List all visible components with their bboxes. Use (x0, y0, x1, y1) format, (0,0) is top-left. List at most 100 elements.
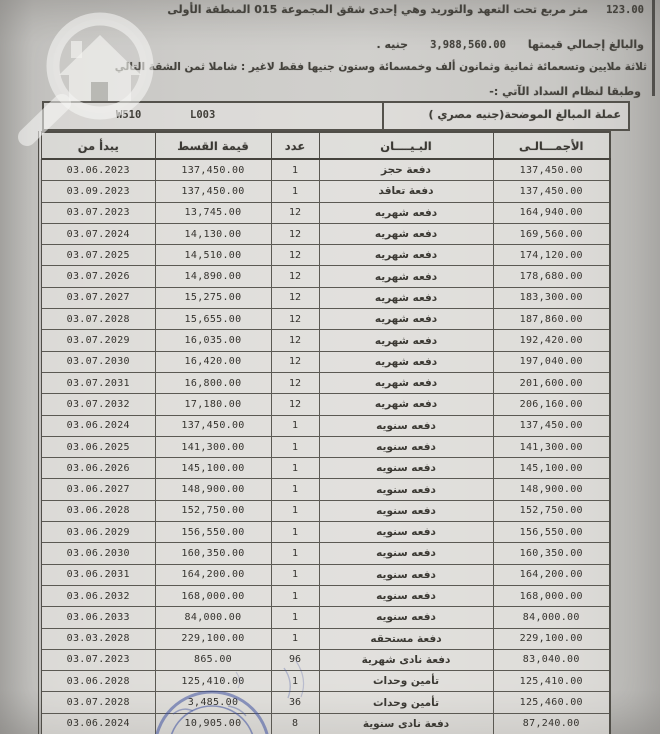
cell-amount: 156,550.00 (154, 521, 272, 544)
intro-line-total: والبالغ إجمالي قيمتها 3,988,560.00 جنيه . (376, 38, 644, 51)
schedule-row: 164,200.00 دفعه سنويه 1 164,200.00 03.06.203… (39, 563, 611, 586)
cell-desc: دفعه شهريه (318, 201, 494, 224)
cell-amount: 137,450.00 (154, 180, 272, 203)
cell-count: 1 (270, 670, 320, 693)
cell-count: 12 (270, 286, 320, 310)
cell-count: 12 (270, 350, 320, 373)
cell-total: 160,350.00 (492, 542, 611, 565)
cell-total: 156,550.00 (492, 521, 611, 544)
cell-start: 03.06.2028 (39, 499, 156, 523)
schedule-row: 84,000.00 دفعه سنويه 1 84,000.00 03.06.2033 (39, 606, 611, 629)
payment-system-line: وطبقا لنظام السداد الآتي :- (489, 85, 641, 98)
cell-desc: دفعه سنويه (318, 542, 494, 565)
cell-start: 03.03.2028 (39, 627, 156, 650)
total-prefix: والبالغ إجمالي قيمتها (527, 38, 644, 51)
cell-start: 03.07.2025 (39, 244, 156, 267)
cell-start: 03.07.2026 (39, 265, 156, 288)
cell-total: 174,120.00 (492, 244, 611, 267)
schedule-row: 229,100.00 دفعة مستحقه 1 229,100.00 03.03.20… (39, 627, 611, 650)
cell-desc: دفعه شهريه (318, 222, 494, 246)
schedule-row: 125,460.00 تأمين وحدات 36 3,485.00 03.07.202… (39, 691, 611, 714)
cell-desc: دفعه سنويه (318, 457, 494, 480)
cell-amount: 13,745.00 (154, 201, 272, 224)
cell-amount: 84,000.00 (154, 606, 272, 629)
cell-amount: 15,275.00 (154, 286, 272, 310)
total-suffix: جنيه . (376, 38, 409, 51)
schedule-row: 168,000.00 دفعه سنويه 1 168,000.00 03.06.203… (39, 584, 611, 608)
amount-in-words-line: ثلاثة ملايين وتسعمائة ثمانية وثمانون ألف… (114, 61, 647, 73)
cell-desc: دفعه شهريه (318, 393, 494, 416)
cell-amount: 16,035.00 (154, 329, 272, 352)
cell-count: 1 (270, 158, 320, 182)
cell-amount: 16,800.00 (154, 371, 272, 395)
schedule-row: 187,860.00 دفعه شهريه 12 15,655.00 03.07.202… (39, 308, 611, 331)
cell-count: 1 (270, 478, 320, 501)
schedule-row: 206,160.00 دفعه شهريه 12 17,180.00 03.07.203… (39, 393, 611, 416)
cell-total: 183,300.00 (492, 286, 611, 310)
cell-amount: 10,905.00 (154, 712, 272, 734)
cell-count: 1 (270, 414, 320, 437)
schedule-row: 137,450.00 دفعة حجز 1 137,450.00 03.06.2023 (39, 158, 611, 182)
cell-amount: 148,900.00 (154, 478, 272, 501)
cell-start: 03.09.2023 (39, 180, 156, 203)
cell-count: 12 (270, 244, 320, 267)
unit-code-w: W510 (116, 109, 142, 121)
cell-total: 137,450.00 (492, 180, 611, 203)
cell-count: 1 (270, 584, 320, 608)
cell-total: 164,200.00 (492, 563, 611, 586)
schedule-row: 145,100.00 دفعه سنويه 1 145,100.00 03.06.202… (39, 457, 611, 480)
schedule-row: 164,940.00 دفعه شهريه 12 13,745.00 03.07.202… (39, 201, 611, 224)
unit-code-l: L003 (190, 109, 216, 121)
cell-count: 12 (270, 308, 320, 331)
col-header-start: يبدأ من (39, 131, 156, 160)
cell-count: 1 (270, 435, 320, 459)
cell-desc: دفعه شهريه (318, 265, 494, 288)
cell-start: 03.07.2028 (39, 308, 156, 331)
cell-start: 03.06.2025 (39, 435, 156, 459)
cell-start: 03.06.2024 (39, 414, 156, 437)
schedule-row: 192,420.00 دفعه شهريه 12 16,035.00 03.07.202… (39, 329, 611, 352)
cell-count: 1 (270, 457, 320, 480)
cell-start: 03.07.2028 (39, 691, 156, 714)
schedule-row: 169,560.00 دفعه شهريه 12 14,130.00 03.07.202… (39, 222, 611, 246)
cell-desc: دفعه سنويه (318, 563, 494, 586)
cell-total: 229,100.00 (492, 627, 611, 650)
intro-line-area-text: متر مربع تحت التعهد والتوريد وهي إحدى شق… (167, 3, 589, 16)
cell-count: 36 (270, 691, 320, 714)
col-header-amount: قيمة القسط (154, 131, 272, 160)
schedule-body: 137,450.00 دفعة حجز 1 137,450.00 03.06.2023 1… (39, 158, 611, 734)
cell-start: 03.06.2033 (39, 606, 156, 629)
cell-desc: دفعه سنويه (318, 584, 494, 608)
cell-amount: 141,300.00 (154, 435, 272, 459)
schedule-row: 87,240.00 دفعة نادى سنوية 8 10,905.00 03.06.… (39, 712, 611, 734)
cell-desc: دفعة تعاقد (318, 180, 494, 203)
cell-desc: دفعه سنويه (318, 414, 494, 437)
cell-amount: 160,350.00 (154, 542, 272, 565)
cell-amount: 16,420.00 (154, 350, 272, 373)
cell-desc: دفعه سنويه (318, 478, 494, 501)
col-header-count: عدد (270, 131, 320, 160)
paper-edge-line (652, 0, 655, 96)
cell-start: 03.06.2032 (39, 584, 156, 608)
schedule-row: 148,900.00 دفعه سنويه 1 148,900.00 03.06.202… (39, 478, 611, 501)
cell-start: 03.07.2024 (39, 222, 156, 246)
cell-amount: 865.00 (154, 648, 272, 672)
cell-total: 141,300.00 (492, 435, 611, 459)
cell-desc: دفعه سنويه (318, 435, 494, 459)
cell-amount: 229,100.00 (154, 627, 272, 650)
cell-total: 178,680.00 (492, 265, 611, 288)
cell-total: 201,600.00 (492, 371, 611, 395)
col-header-total: الأجمـــالـى (492, 131, 611, 160)
cell-start: 03.07.2029 (39, 329, 156, 352)
cell-start: 03.06.2024 (39, 712, 156, 734)
cell-total: 137,450.00 (492, 158, 611, 182)
payment-schedule-table: الأجمـــالـى البـيــــان عدد قيمة القسط … (38, 131, 611, 734)
cell-desc: دفعة مستحقه (318, 627, 494, 650)
cell-amount: 15,655.00 (154, 308, 272, 331)
cell-amount: 125,410.00 (154, 670, 272, 693)
cell-total: 206,160.00 (492, 393, 611, 416)
cell-amount: 168,000.00 (154, 584, 272, 608)
cell-total: 84,000.00 (492, 606, 611, 629)
cell-start: 03.07.2023 (39, 201, 156, 224)
cell-count: 12 (270, 201, 320, 224)
